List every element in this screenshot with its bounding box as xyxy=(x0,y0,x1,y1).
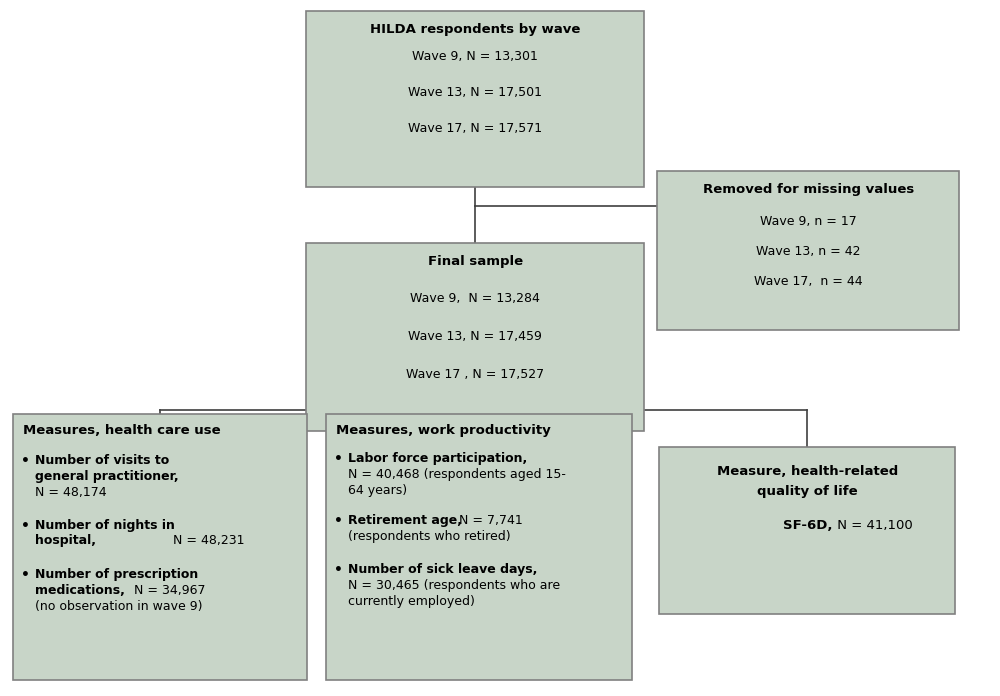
Text: N = 40,468 (respondents aged 15-: N = 40,468 (respondents aged 15- xyxy=(348,468,566,481)
Text: N = 34,967: N = 34,967 xyxy=(130,584,206,597)
Text: 64 years): 64 years) xyxy=(348,484,407,497)
Text: Number of nights in: Number of nights in xyxy=(35,519,174,532)
Text: Wave 13, N = 17,501: Wave 13, N = 17,501 xyxy=(408,86,542,99)
FancyBboxPatch shape xyxy=(326,414,632,680)
Text: •: • xyxy=(21,519,30,532)
Text: •: • xyxy=(334,452,343,466)
Text: N = 41,100: N = 41,100 xyxy=(833,519,913,532)
Text: HILDA respondents by wave: HILDA respondents by wave xyxy=(370,22,580,35)
Text: •: • xyxy=(334,514,343,528)
FancyBboxPatch shape xyxy=(657,171,959,330)
Text: Measures, work productivity: Measures, work productivity xyxy=(336,425,551,437)
Text: Removed for missing values: Removed for missing values xyxy=(703,183,914,196)
Text: (no observation in wave 9): (no observation in wave 9) xyxy=(35,600,202,613)
FancyBboxPatch shape xyxy=(306,243,644,432)
Text: N = 48,174: N = 48,174 xyxy=(35,486,106,499)
Text: currently employed): currently employed) xyxy=(348,595,475,608)
FancyBboxPatch shape xyxy=(13,414,307,680)
Text: Labor force participation,: Labor force participation, xyxy=(348,452,527,465)
Text: •: • xyxy=(21,568,30,583)
Text: (respondents who retired): (respondents who retired) xyxy=(348,530,510,543)
Text: N = 48,231: N = 48,231 xyxy=(169,535,244,548)
Text: Wave 9, n = 17: Wave 9, n = 17 xyxy=(760,215,857,228)
Text: quality of life: quality of life xyxy=(757,485,858,498)
Text: N = 30,465 (respondents who are: N = 30,465 (respondents who are xyxy=(348,579,560,592)
Text: Wave 17, N = 17,571: Wave 17, N = 17,571 xyxy=(408,122,542,135)
Text: Measures, health care use: Measures, health care use xyxy=(23,425,220,437)
Text: •: • xyxy=(334,563,343,577)
Text: Wave 17,  n = 44: Wave 17, n = 44 xyxy=(754,275,863,287)
Text: hospital,: hospital, xyxy=(35,535,96,548)
Text: Number of prescription: Number of prescription xyxy=(35,568,198,581)
Text: Wave 13, n = 42: Wave 13, n = 42 xyxy=(756,245,861,258)
Text: Wave 17 , N = 17,527: Wave 17 , N = 17,527 xyxy=(406,368,544,381)
Text: •: • xyxy=(21,454,30,468)
Text: Wave 9, N = 13,301: Wave 9, N = 13,301 xyxy=(412,50,538,63)
FancyBboxPatch shape xyxy=(659,448,955,614)
FancyBboxPatch shape xyxy=(306,10,644,187)
Text: Number of visits to: Number of visits to xyxy=(35,454,169,467)
Text: N = 7,741: N = 7,741 xyxy=(455,514,523,527)
Text: Measure, health-related: Measure, health-related xyxy=(717,465,898,478)
Text: SF-6D,: SF-6D, xyxy=(783,519,832,532)
Text: general practitioner,: general practitioner, xyxy=(35,470,178,483)
Text: Wave 9,  N = 13,284: Wave 9, N = 13,284 xyxy=(410,292,540,306)
Text: Wave 13, N = 17,459: Wave 13, N = 17,459 xyxy=(408,330,542,343)
Text: Final sample: Final sample xyxy=(428,255,523,268)
Text: Number of sick leave days,: Number of sick leave days, xyxy=(348,563,537,576)
Text: Retirement age,: Retirement age, xyxy=(348,514,462,527)
Text: medications,: medications, xyxy=(35,584,124,597)
